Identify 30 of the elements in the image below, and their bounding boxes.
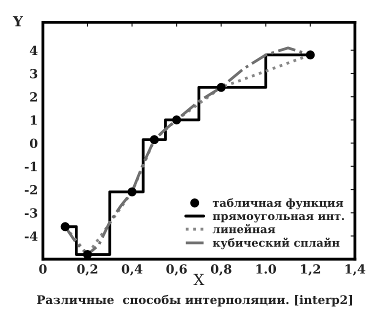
legend-label: кубический сплайн [212, 238, 340, 250]
y-tick-label: 2 [30, 92, 37, 102]
legend-label: прямоугольная инт. [212, 214, 344, 222]
x-axis-title: X [194, 274, 204, 285]
y-tick-label: 1 [30, 115, 37, 125]
x-tick-label: 0,2 [77, 264, 98, 276]
point [172, 115, 182, 124]
y-tick-label: 3 [30, 68, 38, 78]
y-tick-label: 4 [30, 46, 38, 56]
y-tick-label: -2 [24, 185, 37, 194]
x-tick-label: 1.0 [256, 264, 276, 274]
point [216, 82, 226, 92]
point [128, 187, 137, 196]
point [60, 222, 70, 232]
y-tick-label: 0 [30, 138, 38, 148]
y-axis-title: Y [12, 16, 24, 26]
x-tick-label: 0,8 [210, 264, 232, 276]
point [150, 135, 159, 144]
x-tick-label: 0,6 [166, 264, 187, 276]
y-tick-label: -3 [24, 208, 38, 218]
x-tick-label: 1,2 [300, 264, 320, 276]
text: Различные способы интерполяции. [interp2] [37, 294, 352, 306]
x-tick-label: 0,4 [122, 264, 142, 276]
legend-label: табличная функция [212, 198, 344, 210]
point [306, 50, 315, 60]
legend-label: линейная [212, 224, 276, 234]
x-tick-label: 0 [39, 264, 47, 274]
y-tick-label: -1 [24, 162, 37, 172]
x-tick-label: 1,4 [346, 264, 366, 276]
y-tick-label: -4 [24, 231, 38, 241]
